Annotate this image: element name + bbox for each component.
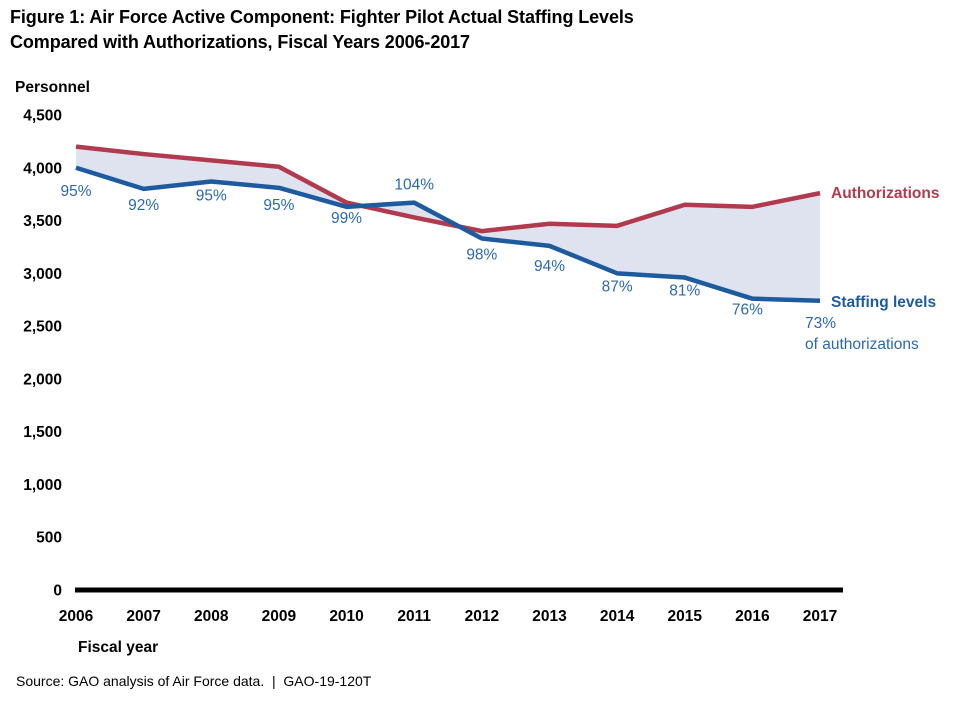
x-tick-label: 2006 xyxy=(59,608,94,625)
pct-label: 98% xyxy=(466,247,497,264)
y-tick-label: 4,000 xyxy=(23,160,62,177)
y-tick-label: 2,000 xyxy=(23,371,62,388)
x-tick-label: 2013 xyxy=(532,608,567,625)
pct-label: 95% xyxy=(60,183,91,200)
x-tick-label: 2010 xyxy=(329,608,363,625)
legend-authorizations-label: Authorizations xyxy=(831,185,940,202)
series-line-authorizations xyxy=(75,144,821,234)
pct-label: 94% xyxy=(534,258,565,275)
x-tick-label: 2011 xyxy=(397,608,431,625)
pct-label: 104% xyxy=(394,177,434,194)
figure-title: Figure 1: Air Force Active Component: Fi… xyxy=(10,7,634,52)
pct-annotation-2017-value: 73% xyxy=(805,315,837,332)
x-tick-label: 2012 xyxy=(465,608,499,625)
pct-label: 87% xyxy=(602,278,633,295)
x-tick-label: 2009 xyxy=(262,608,297,625)
source-note: Source: GAO analysis of Air Force data. … xyxy=(16,673,372,689)
pct-annotation-2017-suffix: of authorizations xyxy=(805,336,919,353)
y-tick-label: 1,000 xyxy=(23,477,62,494)
x-tick-label: 2014 xyxy=(600,608,635,625)
pct-label: 92% xyxy=(128,197,159,214)
y-tick-label: 3,000 xyxy=(23,266,62,283)
x-tick-label: 2008 xyxy=(194,608,229,625)
y-tick-label: 500 xyxy=(36,530,62,547)
pct-label: 95% xyxy=(263,197,294,214)
legend-staffing-levels-label: Staffing levels xyxy=(831,294,937,311)
pct-label: 81% xyxy=(669,283,700,300)
x-tick-label: 2016 xyxy=(735,608,770,625)
y-tick-label: 1,500 xyxy=(23,424,62,441)
y-tick-label: 2,500 xyxy=(23,319,62,336)
series-line-staffing-levels xyxy=(75,165,821,304)
pct-label: 95% xyxy=(196,188,227,205)
x-axis-title: Fiscal year xyxy=(78,639,159,656)
y-tick-label: 4,500 xyxy=(23,108,62,125)
x-tick-label: 2015 xyxy=(668,608,703,625)
y-tick-label: 0 xyxy=(53,583,62,600)
y-axis-title: Personnel xyxy=(15,79,90,96)
pct-annotation-2017: 73% of authorizations xyxy=(805,313,919,355)
y-tick-label: 3,500 xyxy=(23,213,62,230)
x-tick-label: 2017 xyxy=(803,608,837,625)
x-tick-label: 2007 xyxy=(126,608,160,625)
pct-label: 99% xyxy=(331,210,362,227)
pct-label: 76% xyxy=(732,302,763,319)
